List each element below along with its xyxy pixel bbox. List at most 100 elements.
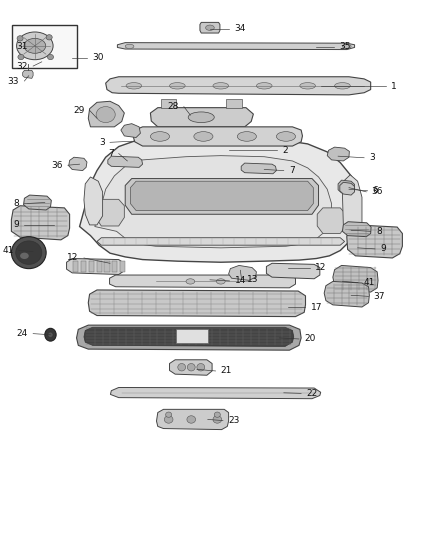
- Text: 36: 36: [371, 188, 383, 196]
- Polygon shape: [338, 180, 355, 194]
- Ellipse shape: [187, 416, 196, 423]
- Polygon shape: [106, 77, 371, 95]
- Polygon shape: [170, 360, 212, 375]
- Bar: [177, 329, 208, 343]
- Text: 2: 2: [283, 146, 288, 155]
- Ellipse shape: [197, 364, 205, 371]
- Ellipse shape: [178, 364, 186, 371]
- Polygon shape: [95, 156, 332, 248]
- Ellipse shape: [343, 44, 351, 49]
- Text: 8: 8: [376, 227, 381, 236]
- Text: 31: 31: [16, 43, 28, 51]
- Ellipse shape: [188, 112, 214, 123]
- Polygon shape: [131, 181, 313, 211]
- Ellipse shape: [47, 54, 53, 60]
- Ellipse shape: [300, 83, 315, 89]
- Ellipse shape: [17, 36, 23, 41]
- Bar: [96, 261, 102, 272]
- Polygon shape: [24, 195, 51, 210]
- Polygon shape: [241, 163, 276, 174]
- Polygon shape: [343, 175, 362, 237]
- Text: 8: 8: [14, 199, 19, 208]
- Polygon shape: [121, 124, 141, 138]
- Ellipse shape: [16, 241, 42, 264]
- Polygon shape: [88, 290, 305, 317]
- Ellipse shape: [46, 35, 52, 40]
- Bar: [112, 261, 117, 272]
- Text: 32: 32: [17, 62, 28, 70]
- Ellipse shape: [126, 83, 142, 89]
- Ellipse shape: [18, 54, 24, 60]
- Ellipse shape: [11, 237, 46, 269]
- Text: 34: 34: [234, 25, 245, 33]
- Text: 3: 3: [99, 138, 105, 147]
- Ellipse shape: [256, 83, 272, 89]
- Ellipse shape: [150, 132, 170, 141]
- Polygon shape: [84, 327, 294, 346]
- Text: 22: 22: [306, 389, 318, 398]
- Ellipse shape: [166, 412, 172, 417]
- Text: 37: 37: [374, 292, 385, 301]
- Bar: [89, 261, 94, 272]
- Text: 17: 17: [311, 303, 322, 311]
- Polygon shape: [108, 156, 143, 167]
- Polygon shape: [333, 265, 378, 292]
- Ellipse shape: [335, 83, 350, 89]
- Text: 3: 3: [369, 154, 375, 162]
- Polygon shape: [156, 409, 229, 430]
- Text: 33: 33: [8, 77, 19, 85]
- Ellipse shape: [194, 132, 213, 141]
- Ellipse shape: [48, 332, 53, 337]
- Text: 12: 12: [315, 263, 326, 272]
- Polygon shape: [125, 179, 318, 214]
- Text: 41: 41: [2, 246, 14, 255]
- Ellipse shape: [24, 38, 46, 53]
- Polygon shape: [97, 238, 345, 245]
- Ellipse shape: [170, 83, 185, 89]
- Ellipse shape: [216, 279, 225, 284]
- Text: 9: 9: [380, 245, 386, 253]
- Text: 12: 12: [67, 254, 79, 262]
- Polygon shape: [88, 101, 124, 127]
- Ellipse shape: [125, 44, 134, 49]
- Polygon shape: [327, 147, 350, 161]
- Polygon shape: [340, 182, 355, 195]
- Polygon shape: [69, 157, 87, 171]
- Polygon shape: [110, 387, 321, 399]
- Bar: [120, 261, 125, 272]
- Ellipse shape: [205, 25, 214, 30]
- Text: 20: 20: [304, 335, 315, 343]
- Ellipse shape: [186, 279, 195, 284]
- Polygon shape: [110, 275, 296, 288]
- Polygon shape: [11, 206, 70, 240]
- Bar: [73, 261, 78, 272]
- Text: 21: 21: [221, 367, 232, 375]
- Text: 35: 35: [339, 43, 350, 51]
- Polygon shape: [95, 199, 124, 226]
- Bar: [81, 261, 86, 272]
- Polygon shape: [317, 208, 346, 233]
- Ellipse shape: [237, 132, 256, 141]
- Text: 28: 28: [167, 102, 179, 111]
- Polygon shape: [343, 222, 371, 237]
- Polygon shape: [133, 127, 303, 146]
- Text: 41: 41: [363, 278, 374, 287]
- Text: 36: 36: [51, 161, 63, 169]
- Ellipse shape: [20, 253, 29, 259]
- Polygon shape: [67, 259, 124, 274]
- Ellipse shape: [17, 32, 53, 60]
- Polygon shape: [80, 137, 360, 262]
- Text: 29: 29: [73, 106, 85, 115]
- Text: 24: 24: [17, 329, 28, 338]
- Ellipse shape: [214, 412, 220, 417]
- Polygon shape: [23, 70, 33, 78]
- Polygon shape: [347, 225, 403, 258]
- Text: 14: 14: [235, 277, 246, 285]
- Text: 6: 6: [373, 187, 378, 195]
- Text: 23: 23: [228, 416, 240, 425]
- Bar: [104, 261, 110, 272]
- Ellipse shape: [96, 107, 115, 123]
- Ellipse shape: [187, 364, 195, 371]
- Ellipse shape: [213, 416, 222, 423]
- Ellipse shape: [45, 328, 56, 341]
